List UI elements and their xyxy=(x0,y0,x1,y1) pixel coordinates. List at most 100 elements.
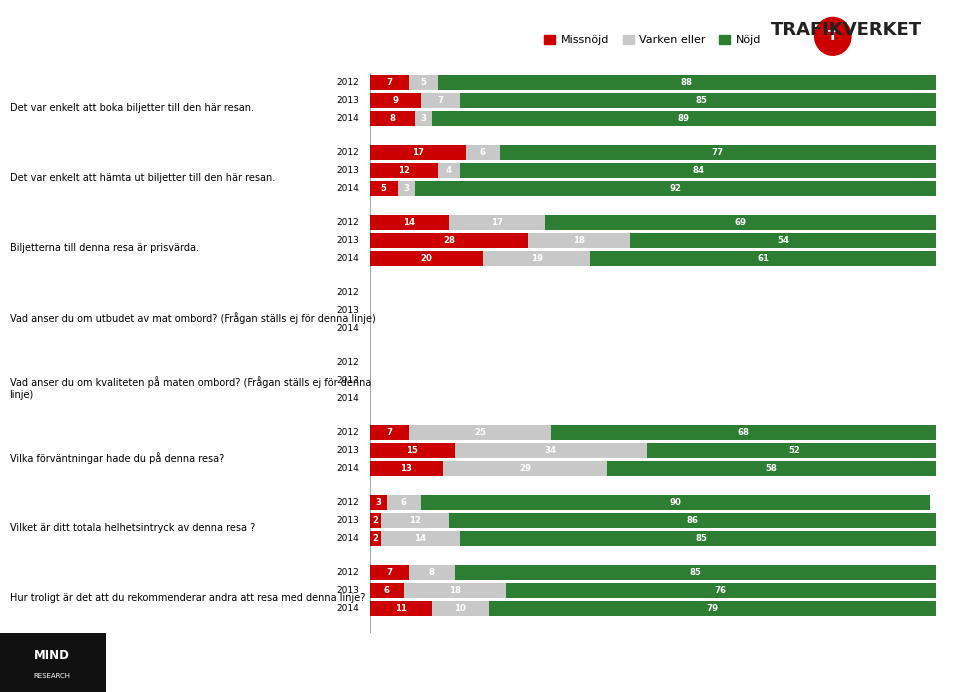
Text: 3: 3 xyxy=(420,114,426,123)
Text: 12: 12 xyxy=(409,516,420,525)
Text: TRAFIKVERKET: TRAFIKVERKET xyxy=(771,21,922,39)
Text: 2013: 2013 xyxy=(337,95,359,104)
Bar xyxy=(370,163,438,178)
Text: 14: 14 xyxy=(403,218,416,227)
Bar xyxy=(370,75,409,89)
Bar xyxy=(370,145,466,160)
Text: 2012: 2012 xyxy=(337,288,359,297)
Text: 2012: 2012 xyxy=(337,568,359,577)
Bar xyxy=(420,495,930,510)
Text: 3: 3 xyxy=(375,498,381,507)
Bar xyxy=(381,513,449,528)
Text: 5: 5 xyxy=(420,78,426,86)
Text: 2014: 2014 xyxy=(337,254,359,263)
Text: 17: 17 xyxy=(412,147,423,156)
Text: Hur troligt är det att du rekommenderar andra att resa med denna linje?: Hur troligt är det att du rekommenderar … xyxy=(10,593,365,603)
Bar xyxy=(409,425,551,440)
Bar xyxy=(370,425,409,440)
Bar xyxy=(432,111,936,126)
Bar xyxy=(460,93,942,108)
Text: 3: 3 xyxy=(403,184,409,193)
Bar xyxy=(370,181,398,196)
Text: 6: 6 xyxy=(384,586,390,595)
Bar xyxy=(370,601,432,617)
Text: 29: 29 xyxy=(519,464,532,473)
Bar xyxy=(455,565,936,580)
Text: 77: 77 xyxy=(711,147,724,156)
Bar xyxy=(455,443,647,458)
Bar xyxy=(449,513,936,528)
Text: 2013: 2013 xyxy=(337,376,359,385)
Text: 61: 61 xyxy=(757,254,769,263)
Text: 2014: 2014 xyxy=(337,604,359,613)
Text: 85: 85 xyxy=(695,534,707,543)
Text: 86: 86 xyxy=(686,516,699,525)
Text: 28: 28 xyxy=(443,236,455,245)
Bar xyxy=(370,462,444,476)
Bar xyxy=(545,215,936,230)
Bar xyxy=(444,462,608,476)
Bar xyxy=(370,565,409,580)
Bar xyxy=(432,601,489,617)
Text: Det var enkelt att hämta ut biljetter till den här resan.: Det var enkelt att hämta ut biljetter ti… xyxy=(10,173,275,183)
Text: MIND: MIND xyxy=(34,649,69,662)
Bar xyxy=(500,145,936,160)
Text: 2013: 2013 xyxy=(337,446,359,455)
Text: 34: 34 xyxy=(544,446,557,455)
Bar xyxy=(489,601,936,617)
Text: 7: 7 xyxy=(438,95,444,104)
Text: 2012: 2012 xyxy=(337,218,359,227)
Text: 2: 2 xyxy=(372,516,378,525)
Bar xyxy=(370,495,387,510)
Text: Linköping - Västervik: Linköping - Västervik xyxy=(624,656,748,669)
Text: 5: 5 xyxy=(381,184,387,193)
Text: 7: 7 xyxy=(386,428,393,437)
Text: 13: 13 xyxy=(472,656,488,669)
Text: 2013: 2013 xyxy=(337,166,359,175)
Text: 7: 7 xyxy=(386,568,393,577)
Text: 12: 12 xyxy=(397,166,410,175)
Text: 15: 15 xyxy=(406,446,418,455)
Text: Vilka förväntningar hade du på denna resa?: Vilka förväntningar hade du på denna res… xyxy=(10,452,224,464)
Bar xyxy=(438,163,460,178)
Text: 19: 19 xyxy=(531,254,542,263)
Text: 9: 9 xyxy=(392,95,398,104)
Text: 2014: 2014 xyxy=(337,394,359,403)
Text: 14: 14 xyxy=(415,534,426,543)
Bar xyxy=(438,75,936,89)
Bar xyxy=(370,93,420,108)
Text: 8: 8 xyxy=(429,568,435,577)
Text: 90: 90 xyxy=(669,498,682,507)
Text: Vad anser du om kvaliteten på maten ombord? (Frågan ställs ej för denna
linje): Vad anser du om kvaliteten på maten ombo… xyxy=(10,376,371,400)
Bar xyxy=(409,75,438,89)
Bar xyxy=(370,443,455,458)
Text: 17: 17 xyxy=(491,218,503,227)
Text: 4: 4 xyxy=(445,166,452,175)
Text: 69: 69 xyxy=(734,218,747,227)
Bar xyxy=(466,145,500,160)
Text: 2012: 2012 xyxy=(337,498,359,507)
Text: 89: 89 xyxy=(678,114,690,123)
Bar xyxy=(608,462,936,476)
Text: 11: 11 xyxy=(395,604,407,613)
Bar xyxy=(370,583,403,598)
Text: Vilket är ditt totala helhetsintryck av denna resa ?: Vilket är ditt totala helhetsintryck av … xyxy=(10,523,254,533)
Text: 20: 20 xyxy=(420,254,432,263)
Text: 25: 25 xyxy=(474,428,486,437)
Text: 10: 10 xyxy=(454,604,467,613)
Bar xyxy=(460,531,942,546)
Text: 2013: 2013 xyxy=(337,306,359,315)
Text: 2012: 2012 xyxy=(337,78,359,86)
Bar xyxy=(460,163,936,178)
Text: Det var enkelt att boka biljetter till den här resan.: Det var enkelt att boka biljetter till d… xyxy=(10,102,253,113)
Text: 2012: 2012 xyxy=(337,147,359,156)
Bar xyxy=(551,425,936,440)
Text: 2013: 2013 xyxy=(337,516,359,525)
Text: 85: 85 xyxy=(695,95,707,104)
Bar xyxy=(415,181,936,196)
Text: 6: 6 xyxy=(400,498,407,507)
Bar xyxy=(409,565,455,580)
Text: 79: 79 xyxy=(707,604,718,613)
Bar xyxy=(387,495,420,510)
Text: RESEARCH: RESEARCH xyxy=(34,673,71,679)
